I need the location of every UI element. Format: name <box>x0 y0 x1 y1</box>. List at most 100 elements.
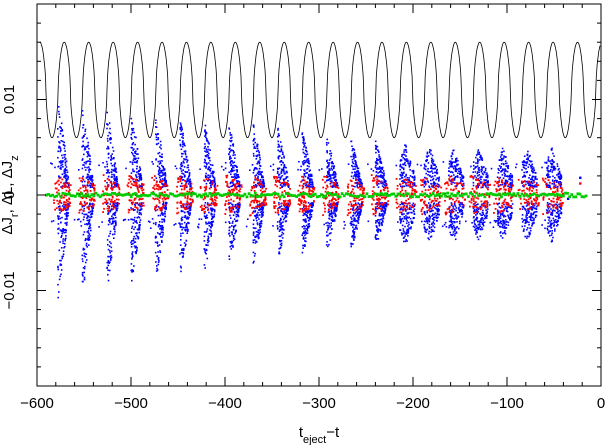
delta-jr-point <box>299 169 302 171</box>
delta-jr-point <box>375 220 377 222</box>
delta-jr-point <box>357 170 359 172</box>
delta-l-point <box>79 187 82 190</box>
delta-l-point <box>68 186 70 189</box>
delta-jr-point <box>305 153 307 156</box>
delta-jr-point <box>107 202 109 204</box>
delta-jr-point <box>283 217 286 219</box>
delta-jr-point <box>157 257 160 259</box>
delta-l-point <box>106 186 109 188</box>
delta-jr-point <box>545 209 548 211</box>
delta-jr-point <box>210 220 213 223</box>
delta-jr-point <box>255 214 258 217</box>
delta-jr-point <box>180 130 183 132</box>
delta-jr-point <box>501 151 503 153</box>
delta-l-point <box>65 189 68 192</box>
delta-jr-point <box>483 183 486 186</box>
delta-jr-point <box>272 225 274 227</box>
delta-jr-point <box>356 210 358 213</box>
delta-jr-point <box>278 150 281 153</box>
delta-jr-point <box>114 212 116 214</box>
delta-jr-point <box>83 135 85 137</box>
delta-jr-point <box>475 225 478 227</box>
delta-jr-point <box>403 217 406 220</box>
delta-jr-point <box>500 170 503 173</box>
delta-jr-point <box>525 216 527 218</box>
delta-jr-point <box>279 240 281 243</box>
delta-jr-point <box>521 169 523 171</box>
delta-jr-point <box>179 122 182 124</box>
delta-jr-point <box>409 208 411 211</box>
delta-jr-point <box>553 219 555 222</box>
delta-jr-point <box>311 202 313 204</box>
delta-jr-point <box>131 252 133 255</box>
delta-jr-point <box>254 207 256 210</box>
delta-jr-point <box>504 227 507 229</box>
delta-jr-point <box>329 206 332 209</box>
delta-jr-point <box>505 170 507 172</box>
delta-jr-point <box>255 150 258 153</box>
delta-jr-point <box>307 158 310 160</box>
delta-jr-point <box>445 226 448 228</box>
delta-jr-point <box>444 221 447 224</box>
delta-jr-point <box>549 234 551 237</box>
delta-jr-point <box>111 168 113 171</box>
delta-jr-point <box>462 180 464 182</box>
delta-jr-point <box>399 178 401 180</box>
delta-jr-point <box>377 219 379 221</box>
delta-jr-point <box>511 203 514 205</box>
delta-jr-point <box>152 163 154 165</box>
delta-jr-point <box>58 141 60 143</box>
delta-jr-point <box>380 214 382 217</box>
delta-jr-point <box>309 214 311 216</box>
delta-jr-point <box>304 245 306 247</box>
delta-jr-point <box>355 224 358 227</box>
delta-jr-point <box>181 133 183 135</box>
delta-jr-point <box>480 214 482 216</box>
delta-jr-point <box>356 220 358 223</box>
delta-jr-point <box>426 220 429 223</box>
delta-jr-point <box>480 155 482 158</box>
delta-jr-point <box>182 232 184 234</box>
delta-jr-point <box>399 159 402 161</box>
delta-jr-point <box>529 174 531 176</box>
delta-jr-point <box>476 231 478 234</box>
delta-jr-point <box>547 156 550 158</box>
delta-jr-point <box>400 175 402 177</box>
delta-jr-point <box>138 170 140 172</box>
delta-jr-point <box>477 149 480 151</box>
delta-jr-point <box>63 229 66 232</box>
delta-jr-point <box>88 169 90 171</box>
delta-jr-point <box>305 168 308 171</box>
delta-jr-point <box>162 214 164 216</box>
delta-jr-point <box>57 232 60 235</box>
delta-jr-point <box>487 180 489 183</box>
delta-jr-point <box>409 175 412 177</box>
delta-l-point <box>108 179 111 181</box>
delta-jr-point <box>477 227 479 229</box>
delta-jr-point <box>351 218 353 220</box>
delta-jr-point <box>406 228 409 231</box>
delta-jr-point <box>450 215 453 218</box>
delta-l-point <box>118 202 120 205</box>
delta-jr-point <box>352 211 355 214</box>
delta-jr-point <box>301 133 303 136</box>
delta-l-point <box>112 203 115 206</box>
delta-jr-point <box>68 203 70 205</box>
delta-jr-point <box>544 161 546 164</box>
delta-jr-point <box>255 158 258 160</box>
delta-jr-point <box>254 211 256 213</box>
delta-jr-point <box>279 206 281 208</box>
delta-jr-point <box>412 169 415 172</box>
delta-jr-point <box>61 205 64 207</box>
delta-jr-point <box>83 207 85 210</box>
delta-jr-point <box>380 176 382 178</box>
delta-jr-point <box>284 184 286 187</box>
delta-jr-point <box>556 225 558 227</box>
delta-jr-point <box>63 156 66 158</box>
delta-jr-point <box>260 216 263 218</box>
delta-l-point <box>54 182 57 185</box>
delta-jr-point <box>556 163 559 165</box>
delta-jr-point <box>547 159 550 162</box>
delta-jr-point <box>259 231 261 234</box>
delta-jr-point <box>302 183 305 185</box>
